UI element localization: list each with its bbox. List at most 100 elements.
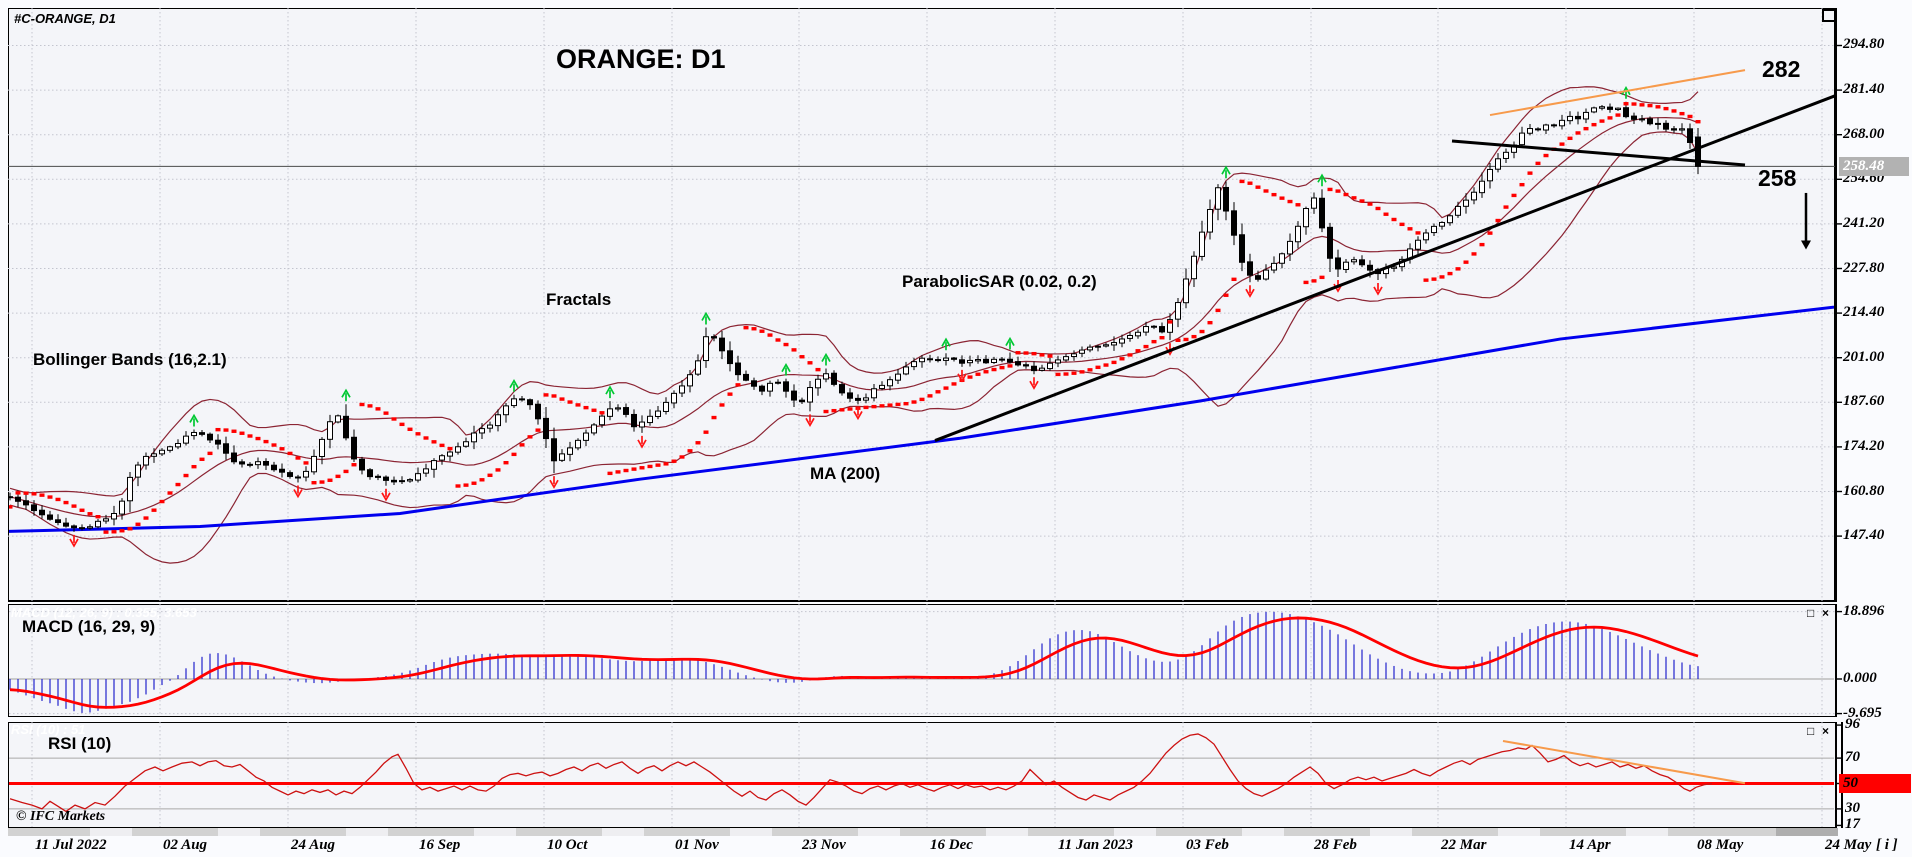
symbol-label: #C-ORANGE, D1	[14, 11, 116, 26]
fractal-up-icon	[1221, 165, 1231, 179]
fractal-up-icon	[605, 385, 615, 399]
fractal-down-icon	[637, 435, 647, 449]
rsi-plot	[9, 733, 1834, 813]
scrollbar-notch	[474, 828, 516, 836]
scrollbar-notch	[218, 828, 260, 836]
scrollbar-thumb[interactable]	[1776, 828, 1838, 836]
price-label: 201.00	[1843, 348, 1885, 365]
scrollbar-notch	[1498, 828, 1540, 836]
macd-watermark: MACD (12, 26, 9) : 0.355, 3.653	[11, 605, 197, 620]
fractal-down-icon	[1373, 282, 1383, 296]
time-axis-label: 24 Aug	[291, 837, 336, 853]
rsi-scale-label: 70	[1845, 749, 1860, 766]
resistance-annotation: 282	[1762, 56, 1801, 82]
fractals-label: Fractals	[546, 290, 612, 309]
rsi-restore-icon[interactable]: □	[1807, 724, 1815, 738]
rsi-line	[9, 733, 1713, 813]
rsi-50-badge: 50	[1839, 774, 1911, 793]
price-label: 227.80	[1843, 259, 1885, 276]
macd-panel	[8, 604, 1837, 717]
fractal-up-icon	[941, 337, 951, 351]
scrollbar-notch	[346, 828, 388, 836]
scrollbar-notch	[90, 828, 132, 836]
macd-scale-label: 0.000	[1843, 670, 1877, 686]
bollinger-lower	[9, 131, 1699, 564]
macd-scale-label: -9.695	[1843, 704, 1882, 721]
bollinger-upper	[9, 86, 1699, 497]
price-label: 187.60	[1843, 393, 1885, 410]
scrollbar-notch	[1114, 828, 1156, 836]
down-arrow-icon	[1801, 240, 1811, 250]
macd-restore-icon[interactable]: □	[1807, 606, 1815, 620]
chart-title: ORANGE: D1	[556, 44, 726, 74]
trendlines[interactable]	[934, 69, 1837, 442]
neckline	[1451, 139, 1746, 167]
time-axis-label: 11 Jul 2022	[35, 837, 107, 853]
rsi-watermark: RSI (10) : 51	[11, 722, 86, 737]
fractal-down-icon	[1245, 285, 1255, 298]
macd-histogram	[9, 611, 1834, 713]
scrollbar-notch	[1242, 828, 1284, 836]
scrollbar-notch	[1370, 828, 1412, 836]
price-label: 294.80	[1843, 36, 1885, 53]
candlesticks	[9, 101, 1701, 532]
ma-200-label: MA (200)	[810, 464, 881, 483]
time-axis-label: 02 Aug	[163, 837, 208, 853]
fractal-down-icon	[805, 414, 815, 428]
time-axis-label: 01 Nov	[675, 837, 719, 853]
fractal-up-icon	[189, 413, 199, 427]
scrollbar-notch	[730, 828, 772, 836]
scrollbar-notch	[986, 828, 1028, 836]
fractal-down-icon	[69, 534, 79, 548]
fractal-down-icon	[381, 488, 391, 502]
scrollbar-notch	[858, 828, 900, 836]
fractal-up-icon	[341, 388, 351, 402]
scale-ticks	[1835, 44, 1842, 827]
fractal-up-icon	[781, 362, 791, 376]
fractal-up-icon	[821, 352, 831, 366]
time-axis-label: 14 Apr	[1569, 837, 1611, 853]
price-label: 214.40	[1843, 304, 1885, 321]
fractal-up-icon	[509, 379, 519, 392]
fractal-down-icon	[549, 476, 559, 489]
time-axis-label: 16 Dec	[930, 837, 973, 853]
bollinger-middle	[9, 117, 1699, 518]
rsi-panel	[8, 722, 1837, 828]
horizontal-scrollbar[interactable]	[8, 828, 1838, 836]
fractal-down-icon	[1029, 377, 1039, 390]
price-label: 160.80	[1843, 482, 1885, 499]
time-axis-label: 28 Feb	[1314, 837, 1357, 853]
support-annotation: 258	[1758, 165, 1797, 191]
fractal-up-icon	[1005, 336, 1015, 350]
price-label: 281.40	[1843, 81, 1885, 98]
price-label: 174.20	[1843, 437, 1885, 454]
scrollbar-notch	[602, 828, 644, 836]
copyright-watermark: © IFC Markets	[16, 809, 106, 824]
time-axis-label: 22 Mar	[1441, 837, 1487, 853]
price-label: 241.20	[1843, 214, 1885, 231]
rsi-orange-trendline[interactable]	[1502, 739, 1746, 785]
time-axis-label: 24 May	[1825, 837, 1872, 853]
rsi-label: RSI (10)	[48, 734, 112, 753]
price-label: 147.40	[1843, 527, 1885, 544]
resistance-orange	[1489, 69, 1746, 117]
macd-close-icon[interactable]: ×	[1822, 606, 1830, 620]
parabolic-sar-label: ParabolicSAR (0.02, 0.2)	[902, 272, 1097, 291]
axis-end-marker[interactable]: [ i ]	[1876, 837, 1898, 853]
time-axis-label: 10 Oct	[547, 837, 588, 853]
fractal-up-icon	[1317, 173, 1327, 187]
grid	[8, 8, 1835, 827]
restore-window-icon[interactable]	[1822, 9, 1836, 22]
ma-200-line	[9, 305, 1834, 533]
rsi-close-icon[interactable]: ×	[1822, 724, 1830, 738]
fractal-down-icon	[853, 407, 863, 421]
current-price-badge: 258.48	[1839, 157, 1909, 176]
time-axis-label: 23 Nov	[802, 837, 846, 853]
support-trendline	[934, 94, 1837, 442]
fractal-down-icon	[293, 485, 303, 499]
bollinger-bands-label: Bollinger Bands (16,2.1)	[33, 350, 227, 369]
time-axis-label: 03 Feb	[1186, 837, 1229, 853]
scrollbar-notch	[1626, 828, 1668, 836]
